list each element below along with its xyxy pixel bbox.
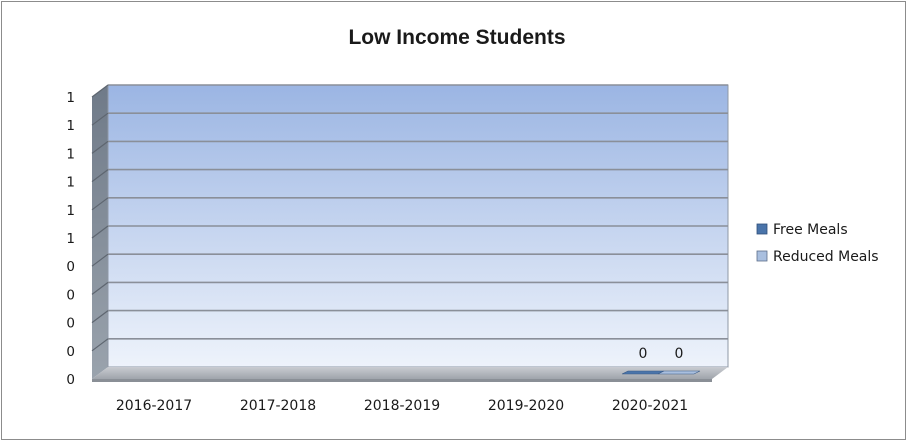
y-tick-label: 0 (66, 372, 75, 388)
y-tick-label: 1 (66, 146, 75, 162)
gridline-side (91, 310, 109, 324)
x-category-label: 2017-2018 (240, 398, 316, 414)
y-tick-label: 1 (66, 203, 75, 219)
y-tick-label: 1 (66, 90, 75, 106)
chart-floor-edge (92, 379, 712, 382)
gridline-side (91, 281, 109, 295)
legend: Free Meals Reduced Meals (756, 222, 879, 265)
chart-floor (92, 367, 728, 379)
gridline-side (91, 140, 109, 154)
x-category-label: 2019-2020 (488, 398, 564, 414)
y-axis-ticks: 0 0 0 0 0 1 1 1 1 1 1 (66, 90, 75, 388)
chart-title: Low Income Students (348, 26, 565, 49)
bar (621, 370, 665, 375)
bars (621, 370, 701, 375)
gridline-side (91, 169, 109, 183)
legend-label-free-meals: Free Meals (773, 222, 848, 238)
y-tick-label: 1 (66, 175, 75, 191)
y-tick-label: 1 (66, 118, 75, 134)
gridline-side (91, 197, 109, 211)
y-tick-label: 0 (66, 344, 75, 360)
legend-swatch-reduced-meals (756, 250, 768, 262)
x-category-label: 2018-2019 (364, 398, 440, 414)
legend-swatch-free-meals (756, 223, 768, 235)
x-category-label: 2020-2021 (612, 398, 688, 414)
y-tick-label: 0 (66, 287, 75, 303)
data-label: 0 (675, 346, 684, 362)
bar (657, 370, 701, 375)
gridline-side (91, 112, 109, 126)
x-category-label: 2016-2017 (116, 398, 192, 414)
y-tick-label: 1 (66, 231, 75, 247)
gridline-side (91, 253, 109, 267)
gridline-side (91, 225, 109, 239)
legend-label-reduced-meals: Reduced Meals (773, 249, 879, 265)
data-label: 0 (639, 346, 648, 362)
y-tick-label: 0 (66, 259, 75, 275)
x-axis-categories: 2016-2017 2017-2018 2018-2019 2019-2020 2020… (116, 398, 688, 414)
gridline-side (91, 84, 109, 98)
y-tick-label: 0 (66, 316, 75, 332)
gridlines (91, 84, 728, 352)
gridline-side (91, 338, 109, 352)
